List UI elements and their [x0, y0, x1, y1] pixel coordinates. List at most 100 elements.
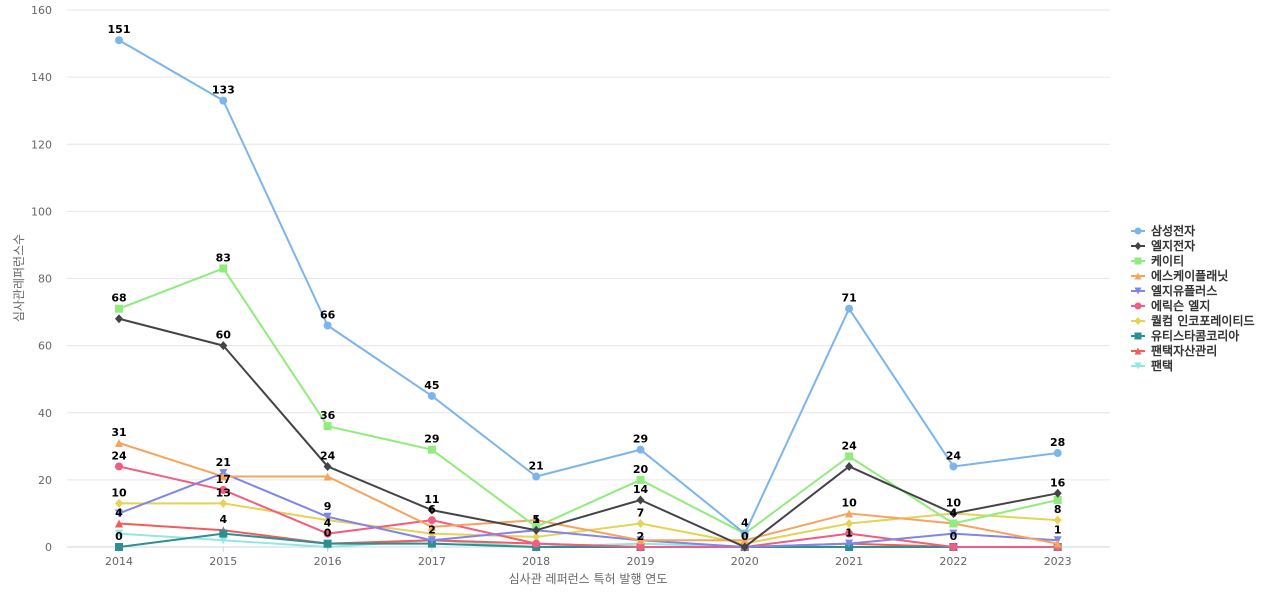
data-point[interactable] [845, 519, 854, 529]
data-point[interactable] [323, 539, 332, 548]
data-point[interactable] [636, 495, 645, 505]
legend-item[interactable]: 엘지유플러스 [1131, 283, 1217, 298]
data-point[interactable] [845, 539, 854, 548]
data-point[interactable] [427, 536, 436, 545]
legend-marker [1134, 317, 1142, 325]
data-point[interactable] [323, 321, 332, 330]
data-label: 31 [111, 426, 126, 439]
x-tick-label: 2019 [627, 555, 655, 568]
data-point[interactable] [740, 529, 749, 538]
data-point[interactable] [219, 529, 228, 538]
data-point[interactable] [115, 529, 123, 538]
data-label: 2 [428, 523, 436, 536]
data-point[interactable] [219, 498, 228, 508]
data-point[interactable] [427, 522, 436, 531]
data-point[interactable] [1053, 449, 1062, 458]
data-label: 13 [216, 486, 231, 499]
legend-label: 엘지유플러스 [1151, 283, 1217, 298]
data-point[interactable] [115, 519, 123, 528]
data-point[interactable] [115, 543, 123, 551]
data-point[interactable] [115, 462, 123, 471]
data-point[interactable] [219, 264, 228, 273]
legend-item[interactable]: 엘지전자 [1131, 238, 1195, 253]
data-label: 4 [741, 517, 749, 530]
data-point[interactable] [115, 304, 123, 313]
data-label: 4 [115, 507, 123, 520]
data-point[interactable] [115, 498, 123, 508]
data-point[interactable] [949, 519, 958, 528]
legend-label: 엘지전자 [1151, 238, 1195, 253]
data-point[interactable] [1053, 496, 1062, 505]
data-point[interactable] [636, 543, 645, 551]
data-label: 66 [320, 308, 336, 321]
x-tick-label: 2023 [1044, 555, 1072, 568]
data-label: 20 [633, 463, 649, 476]
data-point[interactable] [427, 516, 436, 525]
data-point[interactable] [219, 472, 228, 481]
data-point[interactable] [532, 516, 541, 525]
data-point[interactable] [427, 529, 436, 539]
legend-item[interactable]: 삼성전자 [1131, 223, 1195, 238]
data-point[interactable] [115, 438, 123, 447]
data-point[interactable] [219, 536, 228, 545]
data-point[interactable] [427, 445, 436, 454]
legend-item[interactable]: 유티스타콤코리아 [1131, 328, 1239, 343]
legend-marker [1134, 242, 1142, 250]
data-point[interactable] [636, 475, 645, 484]
data-point[interactable] [845, 304, 854, 313]
data-point[interactable] [323, 472, 332, 481]
data-point[interactable] [845, 509, 854, 518]
data-point[interactable] [845, 529, 854, 538]
series-line [118, 441, 1059, 545]
data-point[interactable] [115, 36, 123, 45]
data-point[interactable] [219, 341, 228, 351]
data-point[interactable] [219, 96, 228, 105]
y-tick-label: 160 [31, 4, 52, 17]
data-point[interactable] [219, 485, 228, 494]
data-point[interactable] [427, 391, 436, 400]
legend-item[interactable]: 팬택 [1131, 358, 1173, 373]
legend-item[interactable]: 에스케이플래닛 [1131, 268, 1228, 283]
data-point[interactable] [115, 314, 123, 324]
data-point[interactable] [949, 529, 958, 538]
data-point[interactable] [532, 532, 541, 542]
data-point[interactable] [949, 508, 958, 518]
data-label: 2 [637, 530, 645, 543]
series-5 [115, 469, 1062, 551]
x-tick-label: 2014 [105, 555, 133, 568]
data-point[interactable] [1053, 488, 1062, 498]
data-point[interactable] [845, 461, 854, 471]
data-point[interactable] [636, 445, 645, 454]
data-label: 24 [111, 449, 127, 462]
data-point[interactable] [740, 536, 749, 545]
data-point[interactable] [949, 462, 958, 471]
data-point[interactable] [427, 505, 436, 515]
data-point[interactable] [532, 472, 541, 481]
legend-item[interactable]: 에릭슨 엘지 [1131, 298, 1210, 313]
data-point[interactable] [1053, 539, 1062, 548]
data-label: 1 [845, 527, 853, 540]
data-point[interactable] [115, 509, 123, 518]
legend-item[interactable]: 팬택자산관리 [1131, 343, 1217, 358]
data-point[interactable] [740, 542, 749, 552]
data-point[interactable] [636, 519, 645, 529]
legend-item[interactable]: 퀄컴 인코포레이티드 [1131, 313, 1255, 328]
data-point[interactable] [323, 461, 332, 471]
data-point[interactable] [532, 525, 541, 535]
data-label: 21 [216, 456, 231, 469]
data-point[interactable] [949, 543, 958, 551]
legend-label: 팬택자산관리 [1151, 343, 1217, 358]
data-point[interactable] [636, 536, 645, 545]
data-label: 45 [424, 379, 439, 392]
data-point[interactable] [323, 512, 332, 521]
legend-label: 에릭슨 엘지 [1151, 298, 1210, 313]
data-point[interactable] [323, 529, 332, 538]
data-point[interactable] [1053, 515, 1062, 525]
data-point[interactable] [323, 422, 332, 431]
y-tick-label: 100 [31, 205, 52, 218]
x-tick-label: 2015 [209, 555, 237, 568]
legend-item[interactable]: 케이티 [1131, 253, 1184, 268]
data-point[interactable] [532, 539, 541, 548]
data-point[interactable] [845, 452, 854, 461]
